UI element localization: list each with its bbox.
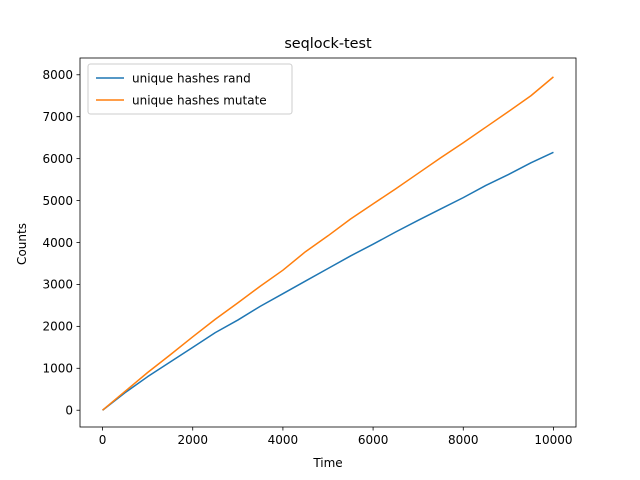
legend: unique hashes rand unique hashes mutate — [87, 63, 293, 115]
x-axis-label: Time — [312, 456, 342, 470]
x-tick-label: 2000 — [177, 433, 208, 447]
x-axis: 0 2000 4000 6000 8000 10000 — [99, 427, 573, 447]
legend-label: unique hashes mutate — [132, 93, 267, 107]
y-tick-label: 4000 — [42, 236, 73, 250]
y-tick-label: 3000 — [42, 278, 73, 292]
x-tick-label: 0 — [99, 433, 107, 447]
legend-box — [87, 63, 293, 115]
plot-frame — [79, 57, 577, 428]
y-tick-label: 6000 — [42, 152, 73, 166]
x-tick-label: 6000 — [358, 433, 389, 447]
y-tick-label: 1000 — [42, 362, 73, 376]
series-line-1 — [102, 151, 554, 411]
series-group — [102, 76, 554, 411]
legend-label: unique hashes rand — [132, 71, 251, 85]
y-tick-label: 2000 — [42, 320, 73, 334]
y-tick-label: 8000 — [42, 68, 73, 82]
plot-area — [79, 57, 577, 428]
y-tick-label: 5000 — [42, 194, 73, 208]
series-line-2 — [102, 76, 554, 411]
x-tick-label: 4000 — [268, 433, 299, 447]
x-tick-label: 8000 — [448, 433, 479, 447]
chart-title: seqlock-test — [284, 36, 372, 52]
y-tick-label: 0 — [65, 404, 73, 418]
y-axis: 0 1000 2000 3000 4000 5000 6000 7000 8000 — [42, 68, 80, 418]
y-axis-label: Counts — [15, 223, 29, 265]
y-tick-label: 7000 — [42, 110, 73, 124]
x-tick-label: 10000 — [534, 433, 572, 447]
